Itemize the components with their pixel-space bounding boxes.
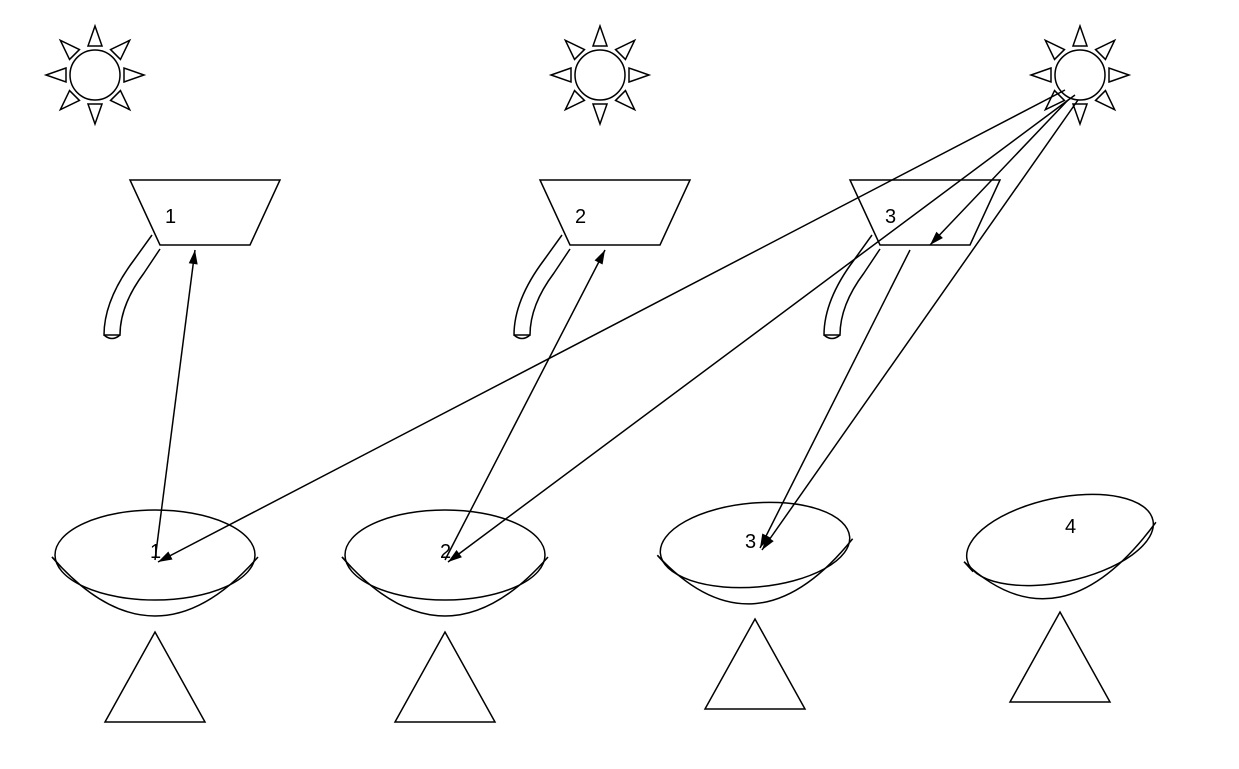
sun-2	[551, 26, 649, 124]
collector-label-1: 1	[165, 206, 176, 229]
dish-label-2: 2	[440, 541, 451, 564]
collector-label-3: 3	[885, 206, 896, 229]
arrow-sun3-dish3_direct	[762, 100, 1078, 550]
sun-1	[46, 26, 144, 124]
dish-label-1: 1	[150, 541, 161, 564]
diagram-canvas	[0, 0, 1239, 769]
dish-4	[958, 479, 1161, 702]
arrow-sun3-dish2	[448, 95, 1075, 562]
dish-3	[657, 495, 854, 709]
dish-label-4: 4	[1065, 516, 1076, 539]
arrow-dish2-collector2	[445, 250, 605, 560]
collector-3	[824, 180, 1000, 339]
collector-label-2: 2	[575, 206, 586, 229]
sun-3	[1031, 26, 1129, 124]
arrow-collector3_area-dish3	[760, 250, 910, 548]
arrow-sun3-dish1	[158, 90, 1065, 562]
arrow-sun3-collector3	[930, 100, 1068, 245]
dish-label-3: 3	[745, 531, 756, 554]
